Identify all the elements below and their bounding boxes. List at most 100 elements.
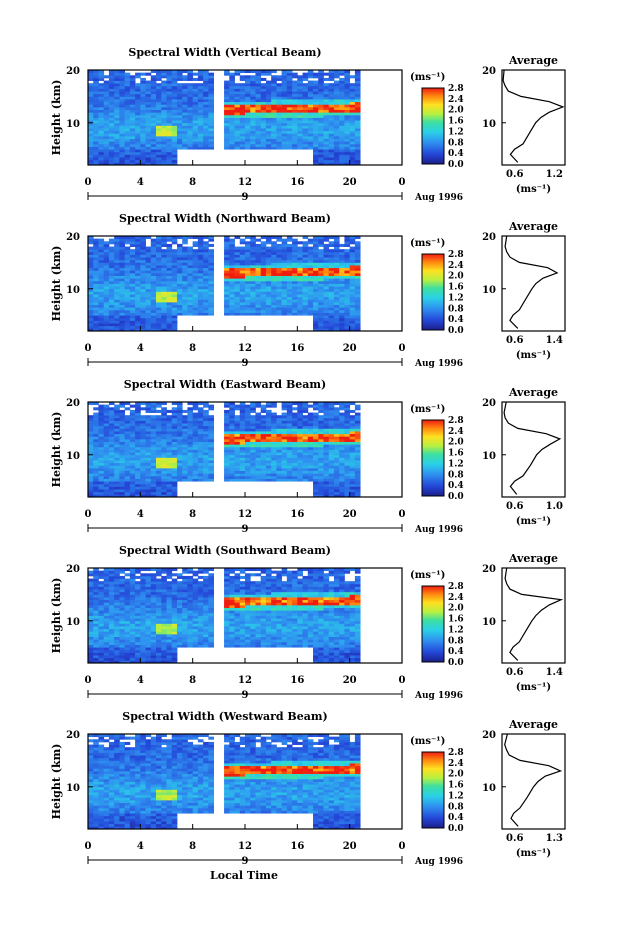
heatmap-cell	[140, 315, 146, 319]
heatmap-cell	[88, 573, 94, 577]
heatmap-cell	[339, 291, 345, 295]
heatmap-cell	[187, 72, 194, 76]
heatmap-cell	[354, 270, 361, 274]
heatmap-cell	[339, 478, 345, 482]
heatmap-cell	[302, 307, 309, 311]
heatmap-cell	[203, 251, 209, 255]
heatmap-cell	[187, 270, 194, 274]
heatmap-cell	[145, 283, 152, 287]
heatmap-cell	[119, 117, 126, 121]
heatmap-cell	[349, 104, 356, 108]
heatmap-cell	[276, 130, 283, 134]
heatmap-cell	[302, 436, 309, 440]
heatmap-cell	[192, 99, 199, 103]
heatmap-cell	[150, 325, 157, 329]
heatmap-cell	[182, 117, 188, 121]
heatmap-cell	[328, 75, 335, 79]
heatmap-cell	[260, 296, 267, 300]
heatmap-cell	[255, 462, 262, 466]
heatmap-cell	[245, 278, 251, 282]
heatmap-cell	[313, 122, 319, 126]
heatmap-cell	[307, 431, 314, 435]
heatmap-cell	[333, 99, 340, 103]
heatmap-cell	[171, 128, 178, 132]
heatmap-cell	[135, 481, 141, 485]
heatmap-cell	[271, 304, 277, 308]
heatmap-cell	[318, 494, 324, 498]
heatmap-cell	[88, 294, 94, 298]
heatmap-cell	[339, 489, 345, 493]
heatmap-cell	[344, 449, 351, 453]
heatmap-cell	[166, 236, 173, 240]
heatmap-cell	[281, 441, 288, 445]
heatmap-cell	[302, 478, 309, 482]
heatmap-cell	[203, 125, 209, 129]
heatmap-cell	[281, 117, 288, 121]
heatmap-cell	[239, 452, 246, 456]
heatmap-cell	[234, 294, 241, 298]
heatmap-cell	[208, 436, 214, 440]
heatmap-cell	[339, 325, 345, 329]
heatmap-cell	[93, 301, 99, 306]
heatmap-cell	[176, 415, 183, 419]
heatmap-cell	[344, 407, 351, 411]
heatmap-cell	[156, 135, 162, 140]
heatmap-cell	[129, 425, 136, 429]
heatmap-cell	[276, 438, 283, 442]
heatmap-cell	[197, 433, 204, 437]
heatmap-cell	[286, 104, 293, 108]
heatmap-cell	[103, 486, 110, 490]
heatmap-cell	[156, 162, 162, 166]
heatmap-cell	[197, 402, 204, 406]
heatmap-cell	[323, 122, 330, 126]
heatmap-cell	[271, 93, 277, 97]
heatmap-cell	[176, 265, 183, 269]
heatmap-cell	[234, 257, 241, 261]
day-label: 9	[242, 524, 249, 535]
heatmap-cell	[93, 141, 99, 145]
heatmap-cell	[119, 125, 126, 129]
heatmap-cell	[88, 467, 94, 472]
heatmap-cell	[302, 288, 309, 292]
day-label: 9	[242, 358, 249, 369]
heatmap-cell	[333, 315, 340, 319]
heatmap-cell	[323, 157, 330, 161]
heatmap-cell	[192, 85, 199, 89]
heatmap-cell	[224, 93, 230, 97]
heatmap-cell	[108, 154, 115, 158]
heatmap-cell	[239, 265, 246, 269]
heatmap-cell	[119, 299, 126, 303]
heatmap-cell	[224, 259, 230, 263]
heatmap-cell	[161, 417, 167, 421]
heatmap-cell	[108, 299, 115, 303]
heatmap-cell	[135, 72, 141, 76]
heatmap-cell	[297, 425, 303, 429]
heatmap-cell	[103, 99, 110, 103]
heatmap-cell	[187, 425, 194, 429]
heatmap-cell	[140, 259, 146, 263]
heatmap-cell	[234, 133, 241, 137]
heatmap-cell	[197, 106, 204, 110]
heatmap-cell	[124, 294, 131, 298]
heatmap-cell	[156, 77, 162, 81]
heatmap-cell	[281, 294, 288, 298]
heatmap-cell	[292, 75, 298, 79]
heatmap-cell	[140, 288, 146, 292]
heatmap-cell	[208, 272, 214, 276]
month-label: Aug 1996	[414, 359, 463, 369]
heatmap-cell	[313, 452, 319, 456]
heatmap-cell	[145, 280, 152, 284]
heatmap-cell	[313, 262, 319, 266]
heatmap-cell	[150, 83, 157, 87]
heatmap-cell	[328, 249, 335, 253]
heatmap-cell	[182, 112, 188, 116]
heatmap-cell	[328, 154, 335, 158]
heatmap-cell	[176, 75, 183, 79]
heatmap-cell	[313, 291, 319, 295]
heatmap-cell	[176, 254, 183, 258]
heatmap-cell	[88, 162, 94, 166]
heatmap-cell	[333, 402, 340, 406]
heatmap-cell	[150, 317, 157, 321]
heatmap-cell	[208, 101, 214, 105]
heatmap-cell	[302, 301, 309, 306]
